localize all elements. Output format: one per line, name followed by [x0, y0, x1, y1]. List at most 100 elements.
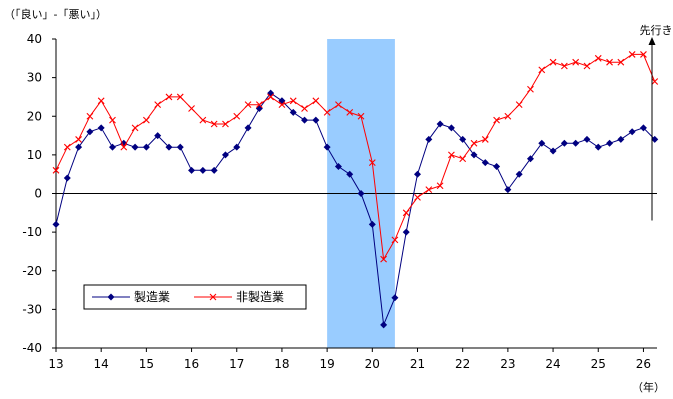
data-point-2 — [481, 136, 489, 143]
data-point-2 — [323, 108, 331, 116]
data-point-2 — [86, 112, 94, 120]
data-point-2 — [52, 166, 60, 174]
y-tick-label: 10 — [27, 148, 42, 162]
data-point-2 — [210, 120, 218, 128]
data-point-2 — [436, 182, 444, 190]
data-point-1 — [515, 170, 523, 178]
data-point-1 — [391, 294, 399, 302]
x-axis-label: （年） — [632, 380, 665, 394]
legend-label-1: 製造業 — [134, 290, 170, 304]
data-point-1 — [301, 116, 309, 124]
legend-label-2: 非製造業 — [236, 290, 284, 304]
data-point-1 — [549, 147, 557, 155]
data-point-1 — [233, 143, 241, 151]
data-point-2 — [222, 120, 229, 128]
data-point-1 — [447, 124, 455, 132]
data-point-2 — [142, 116, 150, 124]
data-point-2 — [199, 116, 207, 124]
data-point-1 — [436, 120, 444, 128]
data-point-2 — [594, 54, 602, 62]
data-point-2 — [289, 97, 297, 105]
data-point-2 — [448, 151, 455, 159]
data-point-1 — [334, 162, 342, 170]
data-point-1 — [425, 135, 433, 143]
data-point-1 — [639, 124, 647, 132]
data-point-1 — [380, 321, 388, 329]
data-point-1 — [312, 116, 320, 124]
x-tick-label: 20 — [365, 357, 380, 371]
data-point-2 — [368, 159, 376, 166]
data-point-1 — [651, 135, 659, 143]
data-point-1 — [289, 108, 297, 116]
data-point-1 — [402, 228, 410, 236]
data-point-2 — [515, 101, 523, 109]
data-point-2 — [120, 143, 128, 151]
y-tick-label: 40 — [27, 32, 42, 46]
data-point-1 — [97, 124, 105, 132]
data-point-2 — [560, 62, 568, 70]
data-point-2 — [233, 112, 241, 120]
data-point-2 — [176, 93, 184, 101]
data-point-2 — [357, 112, 365, 120]
data-point-2 — [301, 105, 308, 112]
data-point-1 — [176, 143, 184, 151]
data-point-2 — [391, 236, 399, 244]
legend: 製造業 非製造業 — [83, 284, 307, 310]
x-tick-label: 16 — [184, 357, 199, 371]
data-point-1 — [504, 186, 512, 194]
data-point-1 — [199, 166, 207, 174]
data-point-2 — [312, 97, 320, 105]
data-point-1 — [63, 174, 71, 182]
y-tick-label: -40 — [22, 341, 42, 355]
data-point-1 — [560, 139, 568, 147]
data-point-2 — [617, 58, 625, 66]
forecast-arrow-head — [648, 37, 656, 45]
y-tick-label: -20 — [22, 264, 42, 278]
data-point-2 — [402, 209, 410, 217]
data-point-2 — [75, 136, 82, 143]
data-point-1 — [459, 135, 467, 143]
data-point-1 — [267, 89, 275, 97]
x-tick-label: 17 — [229, 357, 244, 371]
data-point-2 — [425, 186, 433, 194]
data-point-2 — [493, 116, 500, 124]
data-point-2 — [346, 108, 354, 116]
data-point-1 — [368, 220, 376, 228]
data-point-1 — [526, 155, 534, 163]
data-point-1 — [108, 143, 116, 151]
data-point-1 — [470, 151, 478, 159]
forecast-annotation: 先行き — [640, 24, 673, 37]
data-point-2 — [154, 101, 162, 109]
data-point-1 — [221, 151, 229, 159]
data-point-2 — [278, 101, 286, 109]
x-tick-label: 14 — [94, 357, 109, 371]
data-point-2 — [640, 51, 647, 58]
data-point-1 — [493, 162, 501, 170]
data-point-2 — [572, 58, 580, 66]
data-point-1 — [414, 170, 422, 178]
data-point-2 — [131, 124, 139, 132]
data-point-1 — [481, 159, 489, 167]
data-point-2 — [97, 97, 105, 105]
x-tick-label: 21 — [410, 357, 425, 371]
data-point-2 — [459, 155, 467, 163]
data-point-2 — [63, 143, 71, 151]
data-point-2 — [380, 255, 388, 263]
data-point-1 — [210, 166, 218, 174]
data-point-1 — [86, 128, 94, 136]
x-tick-label: 25 — [591, 357, 606, 371]
x-tick-label: 18 — [274, 357, 289, 371]
data-point-1 — [346, 170, 354, 178]
y-tick-label: -10 — [22, 225, 42, 239]
data-point-2 — [267, 93, 275, 101]
data-point-1 — [244, 124, 252, 132]
data-point-1 — [323, 143, 331, 151]
y-tick-label: 30 — [27, 71, 42, 85]
x-tick-label: 15 — [139, 357, 154, 371]
data-point-2 — [651, 78, 659, 85]
data-point-1 — [583, 135, 591, 143]
data-point-1 — [572, 139, 580, 147]
data-point-1 — [628, 128, 636, 136]
data-point-1 — [188, 166, 196, 174]
